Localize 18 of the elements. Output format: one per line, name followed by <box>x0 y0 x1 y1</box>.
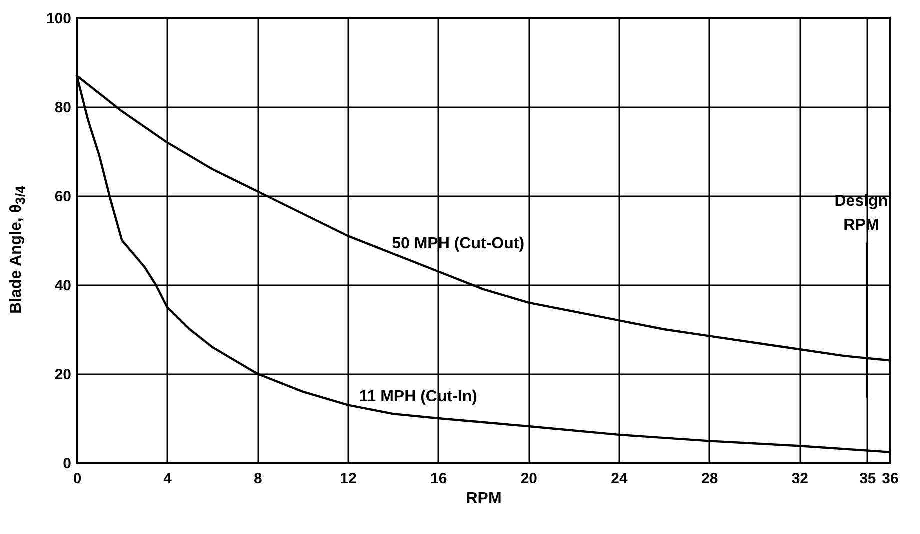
x-tick-label: 16 <box>430 470 448 488</box>
x-tick-label: 20 <box>520 470 538 488</box>
y-tick-label: 20 <box>54 366 72 384</box>
x-axis-title: RPM <box>466 490 502 508</box>
y-tick-label: 0 <box>63 456 72 472</box>
y-tick-label: 60 <box>54 188 72 206</box>
y-tick-label: 80 <box>54 100 72 116</box>
x-tick-label: 4 <box>164 470 173 488</box>
x-tick-label: 24 <box>611 470 628 488</box>
x-tick-label: 32 <box>792 470 809 488</box>
y-tick-label: 100 <box>46 10 72 28</box>
x-tick-label: 12 <box>340 470 357 488</box>
y-tick-label: 40 <box>54 278 72 294</box>
x-tick-label: 28 <box>701 470 718 488</box>
x-tick-label: 36 <box>882 470 899 488</box>
x-tick-label: 35 <box>860 470 876 488</box>
x-tick-label: 8 <box>254 470 262 488</box>
x-tick-label: 0 <box>73 470 82 488</box>
